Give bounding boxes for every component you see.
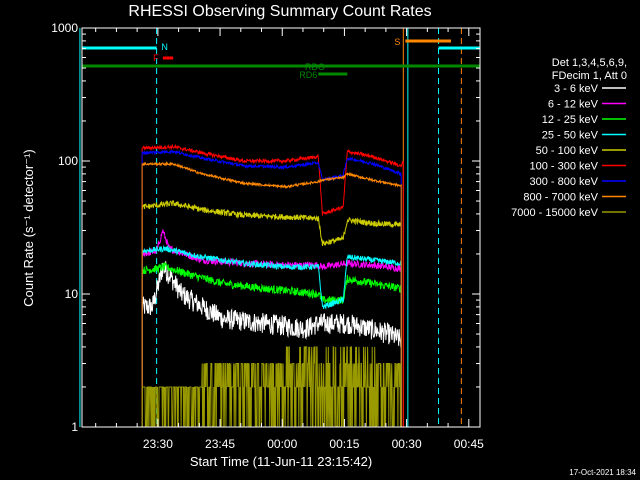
series-line — [141, 261, 402, 427]
generation-timestamp: 17-Oct-2021 18:34 — [569, 468, 636, 477]
legend-entry-label: 50 - 100 keV — [536, 145, 599, 157]
chart-title: RHESSI Observing Summary Count Rates — [128, 3, 431, 20]
legend-entry-label: 100 - 300 keV — [530, 161, 599, 173]
series-line — [141, 229, 402, 427]
series-line — [141, 200, 402, 427]
plot-frame — [81, 27, 481, 428]
legend-entry-label: 300 - 800 keV — [530, 176, 599, 188]
state-bar-label: S — [394, 37, 400, 47]
x-tick-label: 00:00 — [267, 437, 297, 451]
series-line — [141, 261, 402, 427]
series-line — [141, 143, 404, 427]
legend-entry-label: 7000 - 15000 keV — [511, 207, 599, 219]
y-axis-label: Count Rate (s⁻¹ detector⁻¹) — [21, 149, 36, 307]
series-line — [141, 149, 402, 427]
x-tick-label: 00:30 — [392, 437, 422, 451]
y-tick-label: 10 — [65, 287, 79, 301]
y-tick-label: 1000 — [51, 21, 78, 35]
series-line — [141, 244, 402, 427]
x-tick-label: 00:15 — [329, 437, 359, 451]
legend-entry-label: 12 - 25 keV — [542, 114, 599, 126]
series-line — [141, 161, 402, 427]
axes: 1 10 100 1000 23:30 23:45 00:00 00:15 00:30 00:45 — [51, 21, 484, 451]
legend-entry-label: 25 - 50 keV — [542, 130, 599, 142]
y-tick-label: 100 — [58, 154, 78, 168]
legend-entry-label: 3 - 6 keV — [554, 83, 599, 95]
x-axis-label: Start Time (11-Jun-11 23:15:42) — [190, 454, 372, 469]
x-tick-label: 00:45 — [454, 437, 484, 451]
state-bar-label: N — [161, 42, 168, 52]
legend-header: Det 1,3,4,5,6,9, — [552, 57, 627, 69]
y-tick-label: 1 — [71, 420, 78, 434]
legend: Det 1,3,4,5,6,9,FDecim 1, Att 03 - 6 keV… — [511, 57, 627, 219]
legend-entry-label: 6 - 12 keV — [548, 99, 599, 111]
state-bar-label: F — [153, 53, 159, 63]
legend-entry-label: 800 - 7000 keV — [523, 192, 598, 204]
state-bar-label: RDO — [305, 62, 325, 72]
series-line — [141, 346, 402, 427]
legend-header: FDecim 1, Att 0 — [552, 70, 627, 82]
x-tick-label: 23:45 — [205, 437, 235, 451]
x-tick-label: 23:30 — [143, 437, 173, 451]
state-bar-label: RD6 — [299, 70, 317, 80]
series-layer — [141, 143, 404, 427]
